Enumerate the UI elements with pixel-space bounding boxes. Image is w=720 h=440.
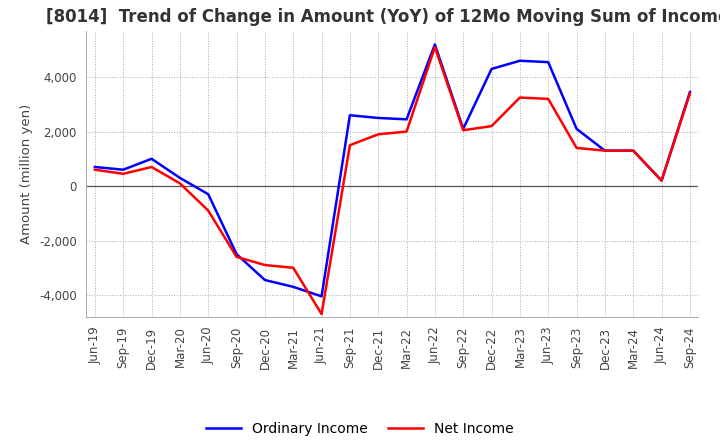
Ordinary Income — [204, 191, 212, 197]
Ordinary Income — [318, 294, 326, 299]
Ordinary Income — [176, 175, 184, 180]
Net Income — [544, 96, 552, 102]
Net Income — [204, 208, 212, 213]
Net Income — [374, 132, 382, 137]
Ordinary Income — [459, 126, 467, 132]
Ordinary Income — [91, 165, 99, 170]
Net Income — [233, 254, 241, 260]
Ordinary Income — [516, 58, 524, 63]
Net Income — [402, 129, 411, 134]
Ordinary Income — [261, 277, 269, 282]
Ordinary Income — [572, 126, 581, 132]
Net Income — [176, 181, 184, 186]
Ordinary Income — [431, 42, 439, 47]
Net Income — [346, 143, 354, 148]
Net Income — [572, 145, 581, 150]
Net Income — [459, 128, 467, 133]
Net Income — [119, 171, 127, 176]
Ordinary Income — [119, 167, 127, 172]
Net Income — [91, 167, 99, 172]
Net Income — [516, 95, 524, 100]
Ordinary Income — [374, 115, 382, 121]
Line: Ordinary Income: Ordinary Income — [95, 44, 690, 297]
Net Income — [629, 148, 637, 153]
Ordinary Income — [487, 66, 496, 72]
Net Income — [487, 124, 496, 129]
Net Income — [318, 312, 326, 317]
Legend: Ordinary Income, Net Income: Ordinary Income, Net Income — [200, 417, 520, 440]
Net Income — [431, 44, 439, 50]
Ordinary Income — [402, 117, 411, 122]
Title: [8014]  Trend of Change in Amount (YoY) of 12Mo Moving Sum of Incomes: [8014] Trend of Change in Amount (YoY) o… — [46, 8, 720, 26]
Ordinary Income — [657, 178, 666, 183]
Net Income — [289, 265, 297, 271]
Net Income — [148, 165, 156, 170]
Ordinary Income — [233, 252, 241, 257]
Ordinary Income — [148, 156, 156, 161]
Ordinary Income — [629, 148, 637, 153]
Ordinary Income — [544, 59, 552, 65]
Ordinary Income — [600, 148, 609, 153]
Ordinary Income — [289, 284, 297, 290]
Ordinary Income — [346, 113, 354, 118]
Ordinary Income — [685, 89, 694, 95]
Net Income — [657, 178, 666, 183]
Y-axis label: Amount (million yen): Amount (million yen) — [20, 104, 33, 244]
Net Income — [685, 91, 694, 96]
Net Income — [600, 148, 609, 153]
Line: Net Income: Net Income — [95, 47, 690, 314]
Net Income — [261, 262, 269, 268]
